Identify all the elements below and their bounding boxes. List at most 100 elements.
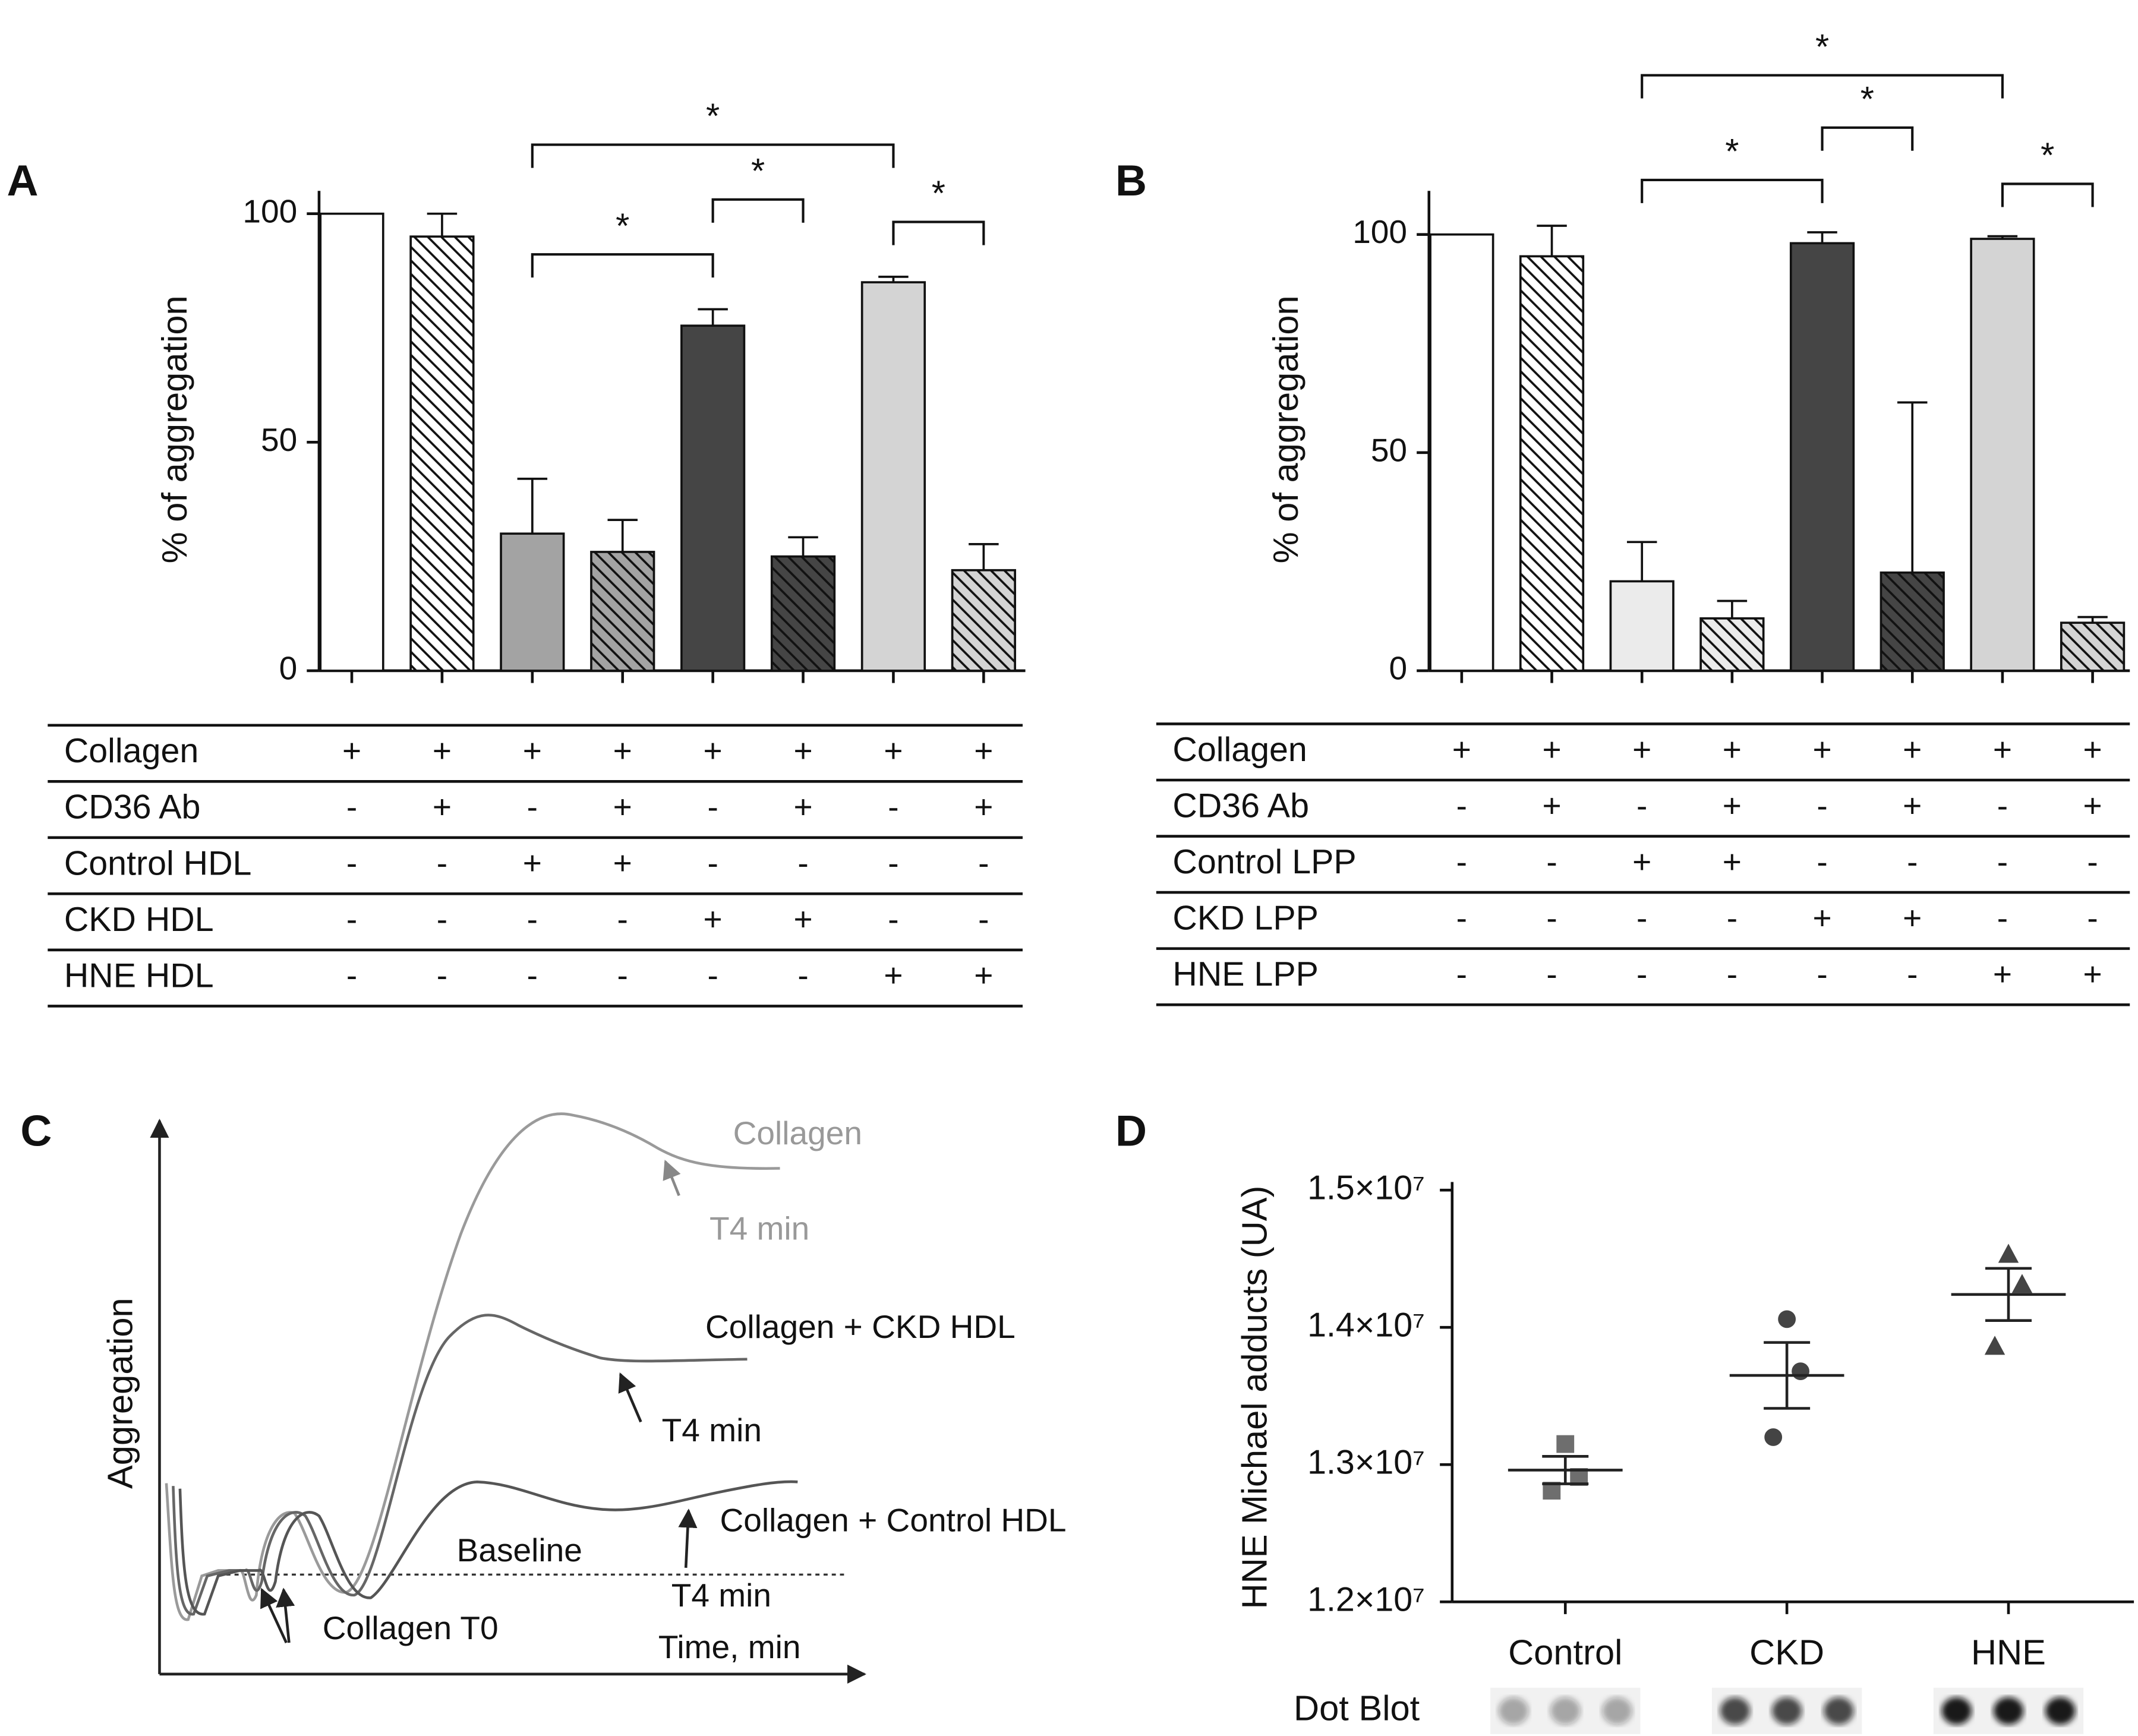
condition-value: +	[1993, 955, 2012, 992]
error-bar	[1897, 401, 1928, 573]
condition-value: +	[2083, 787, 2102, 824]
condition-value: +	[2083, 731, 2102, 768]
error-bar	[1717, 599, 1748, 618]
condition-value: +	[974, 957, 993, 994]
condition-label: Control LPP	[1172, 843, 1356, 881]
condition-value: -	[1636, 787, 1647, 824]
significance-bracket	[1821, 126, 1914, 151]
condition-value: +	[523, 845, 542, 882]
condition-value: -	[1817, 843, 1827, 880]
error-bar	[1537, 225, 1567, 257]
condition-value: -	[346, 957, 357, 994]
condition-value: -	[2087, 899, 2098, 936]
sem-bar	[1542, 1455, 1589, 1485]
y-axis-label: % of aggregation	[154, 295, 194, 563]
bar	[1880, 571, 1945, 672]
condition-value: -	[1727, 899, 1737, 936]
bar	[1519, 255, 1585, 672]
condition-value: +	[974, 788, 993, 825]
significance-label: *	[1815, 27, 1829, 67]
annotation: Collagen	[733, 1115, 862, 1151]
significance-label: *	[1725, 131, 1739, 171]
arrow	[678, 1508, 698, 1568]
point	[1778, 1310, 1796, 1328]
condition-value: -	[527, 957, 538, 994]
error-bar	[1987, 235, 2018, 239]
condition-value: +	[1903, 787, 1922, 824]
condition-value: +	[974, 733, 993, 769]
y-axis-label: Aggregation	[100, 1298, 140, 1489]
condition-value: -	[2087, 843, 2098, 880]
significance-label: *	[751, 151, 765, 191]
condition-value: +	[1723, 731, 1742, 768]
significance-bracket	[531, 143, 895, 168]
condition-value: +	[613, 788, 632, 825]
y-tick-label: 1.4×10⁷	[1307, 1306, 1425, 1344]
bar	[2060, 621, 2126, 672]
y-tick-label: 50	[1371, 431, 1407, 468]
y-tick-label: 100	[1352, 213, 1407, 250]
condition-value: -	[978, 845, 989, 882]
condition-value: +	[704, 733, 723, 769]
significance-label: *	[1860, 79, 1874, 119]
condition-label: Collagen	[1172, 731, 1307, 769]
condition-value: -	[527, 901, 538, 938]
condition-value: +	[1812, 731, 1831, 768]
point	[1764, 1428, 1783, 1446]
significance-bracket	[531, 253, 714, 278]
annotation: Collagen + CKD HDL	[705, 1308, 1016, 1345]
condition-value: -	[1456, 787, 1467, 824]
condition-value: -	[1456, 899, 1467, 936]
dot-blot-spot	[1771, 1697, 1802, 1725]
condition-value: -	[1727, 955, 1737, 992]
condition-value: +	[1632, 843, 1651, 880]
condition-value: +	[613, 845, 632, 882]
dot-blot-spot	[1720, 1697, 1751, 1725]
condition-value: +	[2083, 955, 2102, 992]
significance-bracket	[1641, 178, 1824, 203]
error-bar	[878, 276, 909, 283]
condition-value: -	[617, 957, 628, 994]
dot-blot-spot	[2045, 1697, 2076, 1725]
condition-value: -	[1907, 955, 1918, 992]
condition-value: -	[888, 901, 898, 938]
annotation: T4 min	[709, 1210, 809, 1247]
dot-blot-spot	[1498, 1697, 1529, 1725]
condition-label: CD36 Ab	[1172, 787, 1309, 825]
significance-label: *	[616, 206, 629, 245]
condition-value: +	[793, 733, 812, 769]
annotation: Baseline	[457, 1532, 582, 1568]
condition-value: +	[793, 788, 812, 825]
condition-value: +	[1903, 899, 1922, 936]
panel-label: B	[1115, 156, 1147, 205]
condition-value: +	[1723, 843, 1742, 880]
condition-value: -	[978, 901, 989, 938]
condition-value: -	[1817, 787, 1827, 824]
condition-value: -	[1817, 955, 1827, 992]
condition-value: +	[1632, 731, 1651, 768]
panel-label: A	[7, 156, 38, 205]
error-bar	[698, 308, 728, 326]
y-tick-label: 50	[261, 421, 297, 458]
condition-value: +	[523, 733, 542, 769]
y-tick-label: 1.5×10⁷	[1307, 1169, 1425, 1207]
condition-label: HNE HDL	[64, 957, 214, 995]
error-bar	[607, 519, 638, 552]
condition-value: +	[433, 733, 452, 769]
condition-value: +	[1542, 787, 1561, 824]
condition-value: -	[797, 957, 808, 994]
error-bar	[1807, 231, 1837, 244]
bar	[409, 235, 475, 672]
y-axis-label: HNE Michael adducts (UA)	[1234, 1186, 1274, 1609]
arrow	[618, 1372, 642, 1423]
dot-blot-spot	[1602, 1697, 1632, 1725]
condition-value: -	[707, 957, 718, 994]
condition-value: -	[1636, 899, 1647, 936]
panel-label: C	[20, 1107, 52, 1156]
dot-blot-label: Dot Blot	[1294, 1688, 1420, 1728]
x-axis-label: Time, min	[658, 1628, 801, 1665]
error-bar	[969, 543, 999, 570]
condition-label: Control HDL	[64, 844, 252, 882]
panel-c: C Aggregation Time, min Collagen T4 min …	[20, 1107, 1067, 1684]
